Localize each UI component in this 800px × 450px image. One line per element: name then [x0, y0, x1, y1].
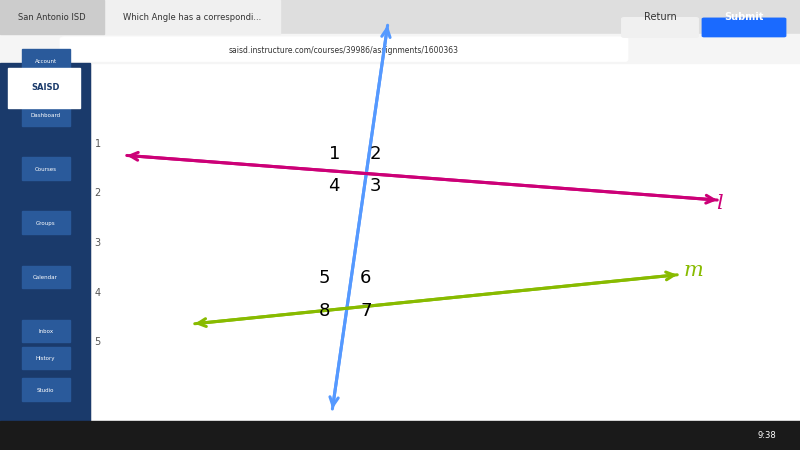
Text: 9:38: 9:38 [758, 431, 776, 440]
Text: Groups: Groups [36, 221, 55, 226]
Text: 2: 2 [370, 145, 381, 163]
Bar [22, 50, 70, 72]
Bar [22, 158, 70, 180]
FancyBboxPatch shape [60, 37, 628, 62]
Text: SAISD: SAISD [31, 83, 60, 92]
Text: Studio: Studio [37, 387, 54, 393]
FancyBboxPatch shape [702, 18, 786, 37]
Bar [22, 212, 70, 234]
Bar [22, 378, 70, 400]
Bar [22, 104, 70, 126]
FancyBboxPatch shape [622, 18, 698, 37]
Bar [22, 266, 70, 288]
Text: Return: Return [644, 12, 676, 22]
Bar [0, 63, 90, 421]
Text: San Antonio ISD: San Antonio ISD [18, 13, 86, 22]
Text: 2: 2 [94, 189, 101, 198]
Text: Account: Account [34, 59, 57, 64]
Bar [104, 0, 280, 34]
Text: saisd.instructure.com/courses/39986/assignments/1600363: saisd.instructure.com/courses/39986/assi… [229, 46, 459, 55]
Bar [0, 0, 800, 34]
Text: 1: 1 [94, 139, 101, 149]
Text: m: m [684, 261, 704, 280]
Bar [22, 346, 70, 369]
Bar [0, 34, 800, 63]
Bar [92, 63, 800, 421]
Text: l: l [716, 194, 722, 213]
Text: 3: 3 [370, 177, 381, 195]
Text: 6: 6 [360, 269, 371, 287]
Text: 8: 8 [319, 302, 330, 320]
Text: 5: 5 [319, 269, 330, 287]
Text: Dashboard: Dashboard [30, 113, 61, 118]
Bar [0, 421, 800, 450]
Text: 4: 4 [94, 288, 101, 297]
Text: 3: 3 [94, 238, 101, 248]
Bar [8, 68, 80, 108]
Bar [0, 0, 104, 34]
Text: 7: 7 [360, 302, 371, 320]
Text: 4: 4 [329, 177, 340, 195]
Text: Calendar: Calendar [33, 275, 58, 280]
Text: 1: 1 [329, 145, 340, 163]
Text: Submit: Submit [724, 12, 764, 22]
Bar [0, 0, 800, 63]
Text: Inbox: Inbox [38, 329, 53, 334]
Text: 5: 5 [94, 337, 101, 347]
Text: Courses: Courses [34, 167, 57, 172]
Bar [22, 320, 70, 342]
Text: History: History [36, 356, 55, 361]
Text: Which Angle has a correspondi...: Which Angle has a correspondi... [123, 13, 261, 22]
